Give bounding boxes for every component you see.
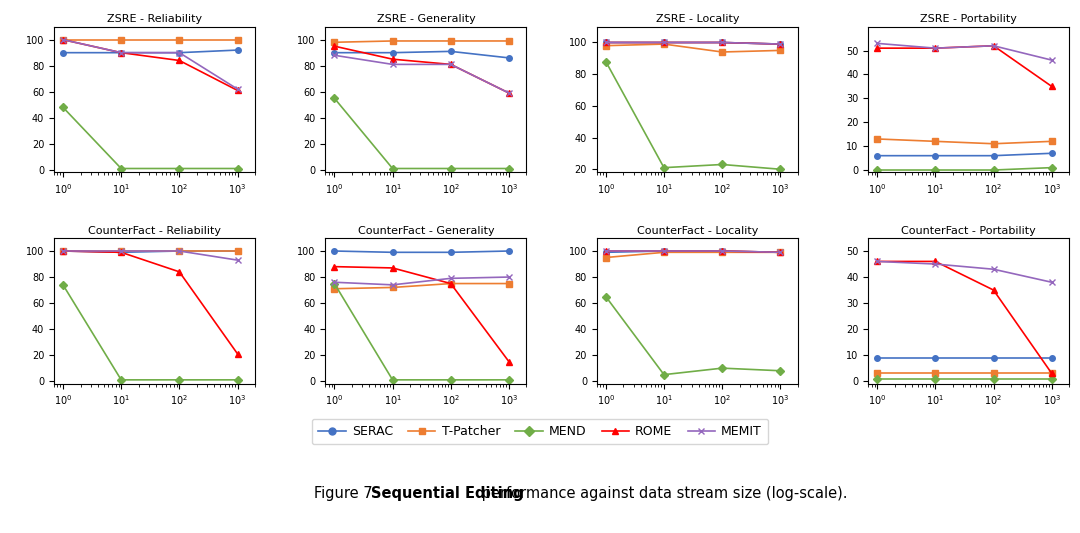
Text: performance against data stream size (log-scale).: performance against data stream size (lo… (477, 486, 848, 500)
Title: CounterFact - Generality: CounterFact - Generality (357, 226, 495, 236)
Title: ZSRE - Portability: ZSRE - Portability (920, 14, 1017, 25)
Text: Sequential Editing: Sequential Editing (372, 486, 524, 500)
Title: CounterFact - Portability: CounterFact - Portability (902, 226, 1036, 236)
Title: ZSRE - Locality: ZSRE - Locality (656, 14, 739, 25)
Title: ZSRE - Generality: ZSRE - Generality (377, 14, 475, 25)
Title: CounterFact - Locality: CounterFact - Locality (636, 226, 758, 236)
Legend: SERAC, T-Patcher, MEND, ROME, MEMIT: SERAC, T-Patcher, MEND, ROME, MEMIT (312, 418, 768, 444)
Text: Figure 7:: Figure 7: (313, 486, 382, 500)
Title: ZSRE - Reliability: ZSRE - Reliability (107, 14, 202, 25)
Title: CounterFact - Reliability: CounterFact - Reliability (87, 226, 221, 236)
